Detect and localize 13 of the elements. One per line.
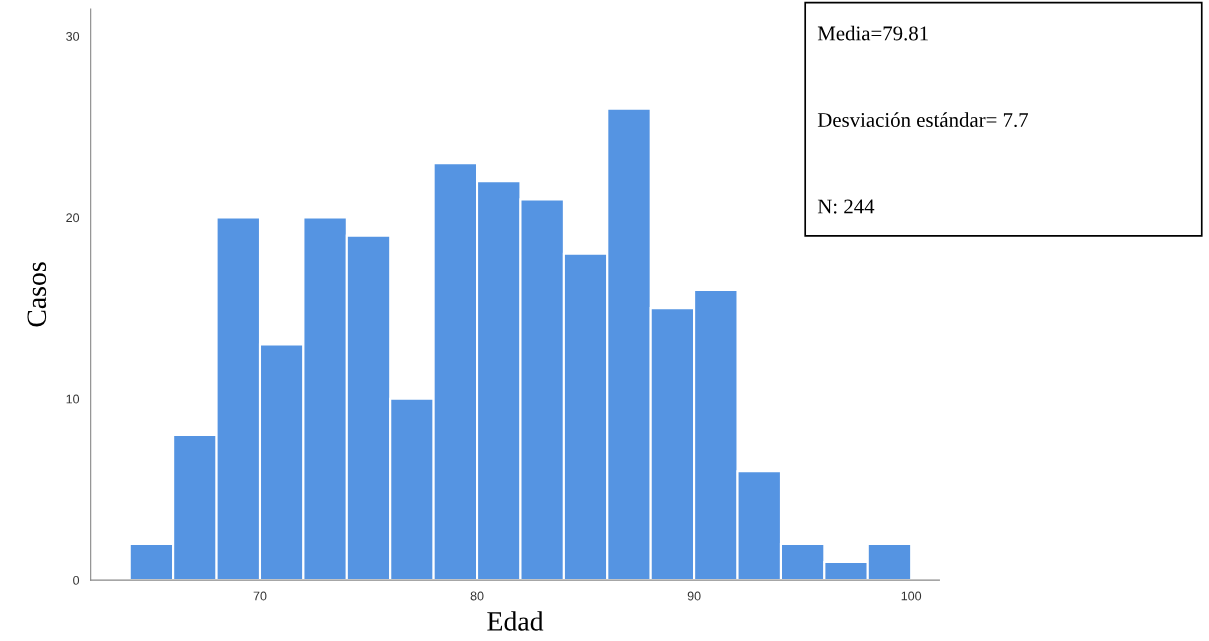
x-tick-label: 70 — [253, 591, 267, 601]
x-tick-label: 80 — [470, 591, 484, 601]
annotation: Desviación estándar= 7.7 — [817, 112, 1029, 128]
x-tick-label: 90 — [687, 591, 701, 601]
y-tick-label: 20 — [66, 213, 80, 223]
y-tick-label: 30 — [66, 31, 80, 41]
y-axis-title: Casos — [27, 262, 47, 327]
y-tick-label: 10 — [66, 394, 80, 404]
annotation: Media=79.81 — [817, 25, 928, 41]
x-tick-label: 100 — [901, 591, 922, 601]
y-tick-label: 0 — [73, 575, 80, 585]
x-axis-title: Edad — [487, 611, 544, 631]
annotation: N: 244 — [817, 199, 875, 214]
